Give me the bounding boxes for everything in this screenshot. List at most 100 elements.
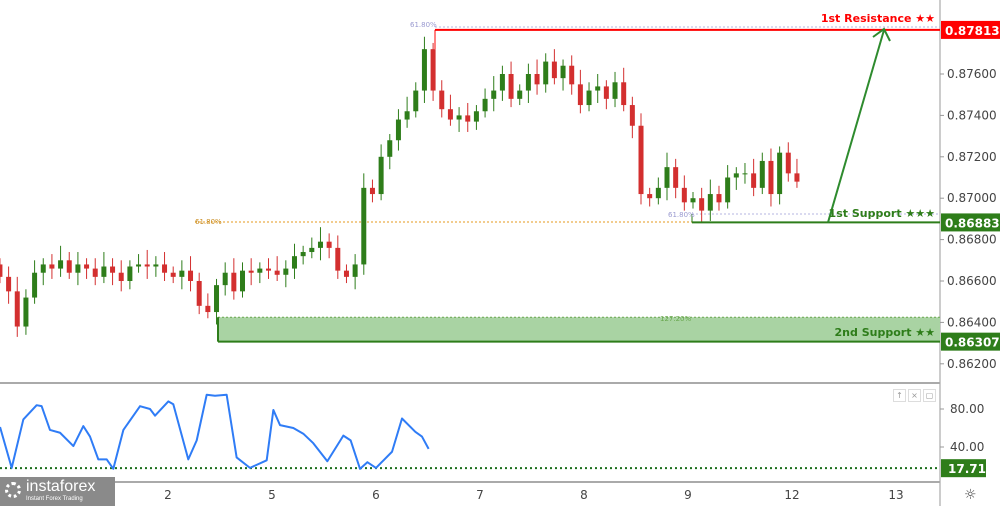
bearish-candle [621, 82, 627, 106]
bullish-candle [491, 90, 497, 99]
fib-label: 61.80% [668, 211, 695, 219]
bullish-candle [291, 256, 297, 269]
price-tick-label: 0.86800 [947, 233, 997, 247]
bullish-candle [352, 264, 358, 277]
bearish-candle [369, 187, 375, 195]
bullish-candle [32, 272, 38, 298]
bullish-candle [101, 266, 107, 277]
bullish-candle [317, 241, 323, 248]
bearish-candle [647, 194, 653, 199]
bullish-candle [707, 194, 713, 211]
bearish-candle [343, 270, 349, 277]
price-badge-value: 0.86307 [945, 336, 1000, 350]
bearish-candle [768, 160, 774, 195]
maximize-indicator-button[interactable]: ▢ [923, 389, 936, 402]
fib-label: 61.80% [195, 218, 222, 226]
bearish-candle [66, 260, 72, 273]
time-tick-label: 12 [784, 488, 799, 502]
bearish-candle [534, 74, 540, 85]
bearish-candle [170, 272, 176, 277]
bearish-candle [508, 74, 514, 99]
bearish-candle [751, 173, 757, 188]
bearish-candle [447, 109, 453, 120]
bearish-candle [699, 198, 705, 211]
projection-arrow [827, 29, 885, 223]
close-indicator-button[interactable]: × [908, 389, 921, 402]
bullish-candle [136, 264, 142, 267]
fib-label: 61.80% [410, 21, 437, 29]
bearish-candle [465, 115, 471, 122]
move-up-button[interactable]: ↑ [893, 389, 906, 402]
bearish-candle [110, 266, 116, 273]
bullish-candle [179, 270, 185, 277]
level-label: 1st Resistance ★★ [821, 12, 935, 25]
bullish-candle [421, 49, 427, 91]
fib-label: 127.20% [660, 315, 691, 323]
bearish-candle [231, 272, 237, 292]
bullish-candle [586, 90, 592, 106]
bearish-candle [681, 187, 687, 203]
bearish-candle [144, 264, 150, 267]
level-label: 2nd Support ★★ [835, 326, 936, 339]
time-tick-label: 7 [476, 488, 484, 502]
bullish-candle [742, 173, 748, 175]
bearish-candle [794, 173, 800, 182]
bearish-candle [673, 167, 679, 188]
support-zone [218, 317, 940, 342]
bearish-candle [92, 268, 98, 277]
bullish-candle [499, 74, 505, 91]
bullish-candle [387, 140, 393, 157]
price-tick-label: 0.86600 [947, 274, 997, 288]
bullish-candle [309, 247, 315, 253]
time-tick-label: 5 [268, 488, 276, 502]
bullish-candle [361, 187, 367, 265]
price-tick-label: 0.86400 [947, 315, 997, 329]
bearish-candle [49, 264, 55, 269]
bullish-candle [517, 90, 523, 99]
bearish-candle [162, 264, 168, 273]
logo-tagline: Instant Forex Trading [26, 496, 83, 502]
bullish-candle [725, 177, 731, 203]
bullish-candle [595, 86, 601, 91]
bearish-candle [577, 84, 583, 106]
time-tick-label: 6 [372, 488, 380, 502]
bullish-candle [214, 285, 220, 313]
price-badge [941, 332, 1000, 351]
bullish-candle [543, 61, 549, 85]
bullish-candle [127, 266, 133, 281]
settings-gear-icon[interactable]: ☼ [964, 487, 977, 503]
bullish-candle [222, 272, 228, 286]
osc-tick-label: 40.00 [950, 440, 984, 454]
price-tick-label: 0.86200 [947, 357, 997, 371]
price-tick-label: 0.87600 [947, 67, 997, 81]
bearish-candle [629, 105, 635, 126]
bullish-candle [257, 268, 263, 273]
osc-level-badge [941, 459, 986, 478]
price-badge-value: 0.86883 [945, 216, 1000, 230]
bearish-candle [603, 86, 609, 99]
osc-tick-label: 80.00 [950, 402, 984, 416]
price-tick-label: 0.87000 [947, 191, 997, 205]
bullish-candle [655, 187, 661, 199]
time-tick-label: 13 [888, 488, 903, 502]
bullish-candle [413, 90, 419, 112]
bullish-candle [23, 297, 29, 327]
bullish-candle [404, 111, 410, 120]
bullish-candle [283, 268, 289, 275]
oscillator-line [0, 393, 430, 470]
bullish-candle [40, 264, 46, 273]
bullish-candle [58, 260, 64, 269]
bullish-candle [664, 167, 670, 188]
bullish-candle [759, 160, 765, 188]
bearish-candle [84, 264, 90, 269]
time-tick-label: 2 [164, 488, 172, 502]
bearish-candle [439, 90, 445, 110]
bearish-candle [6, 276, 12, 292]
price-tick-label: 0.87200 [947, 150, 997, 164]
bullish-candle [612, 82, 618, 99]
time-tick-label: 8 [580, 488, 588, 502]
bearish-candle [638, 125, 644, 195]
logo-text: instaforex [26, 478, 96, 495]
instaforex-logo: instaforex Instant Forex Trading [0, 477, 115, 506]
